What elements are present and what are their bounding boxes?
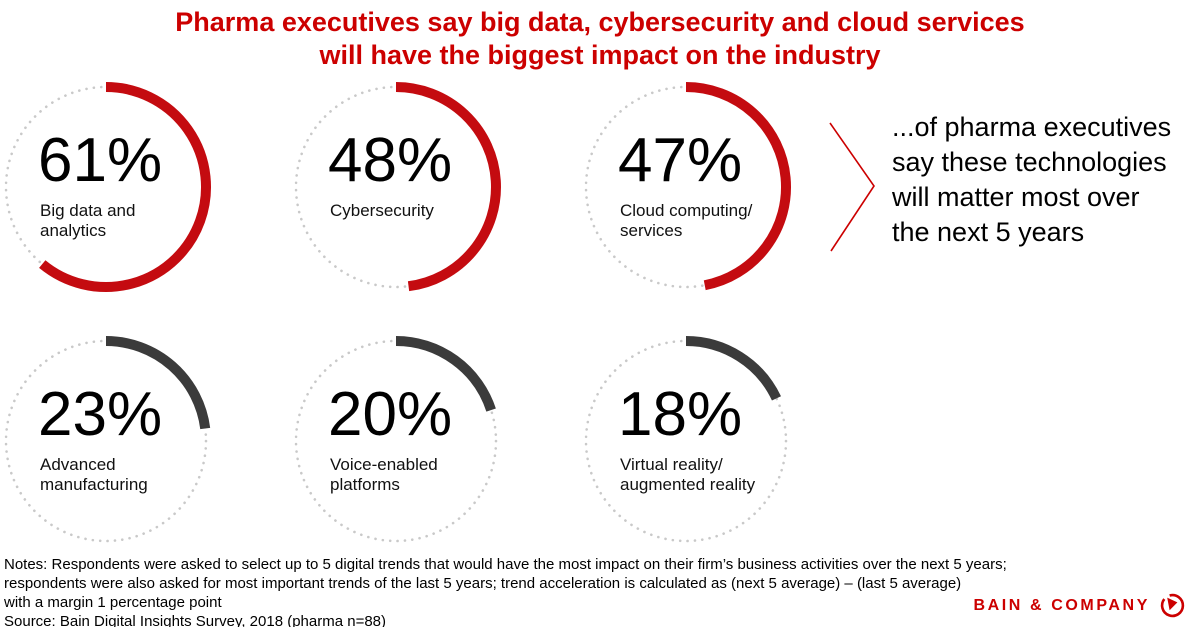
donut-value: 23% xyxy=(38,380,163,449)
donut-ring xyxy=(294,336,498,543)
notes-line: respondents were also asked for most imp… xyxy=(4,575,962,592)
donut-label-line: platforms xyxy=(330,475,400,494)
donut-label-line: analytics xyxy=(40,221,107,240)
bain-compass-icon xyxy=(1160,593,1185,618)
donut-value: 61% xyxy=(38,126,163,195)
donut-label: Cybersecurity xyxy=(330,201,434,221)
donut-label-line: Advanced xyxy=(40,455,116,474)
progress-arc xyxy=(39,82,211,292)
progress-arc xyxy=(395,336,496,412)
donut-label: Advanced manufacturing xyxy=(40,455,148,495)
donut-value: 20% xyxy=(328,380,453,449)
donut-label: Virtual reality/augmented reality xyxy=(620,455,755,495)
notes-line: with a margin 1 percentage point xyxy=(4,594,222,611)
donut-label-line: Virtual reality/ xyxy=(620,455,723,474)
donut-ring xyxy=(584,82,791,291)
donut-label-line: Cybersecurity xyxy=(330,201,434,220)
annotation-line: ...of pharma executives xyxy=(892,112,1172,142)
donut-label: Voice-enabled platforms xyxy=(330,455,438,495)
progress-arc xyxy=(685,336,782,401)
dotted-circle xyxy=(294,339,498,543)
donut-cybersecurity: 48% Cybersecurity xyxy=(286,77,506,297)
page-title: Pharma executives say big data, cybersec… xyxy=(0,6,1200,72)
chevron-right-icon xyxy=(829,122,875,252)
donut-big-data-and-analytics: 61% Big data and analytics xyxy=(0,77,216,297)
dotted-circle xyxy=(4,339,208,543)
donut-label-line: manufacturing xyxy=(40,475,148,494)
footnotes: Notes: Respondents were asked to select … xyxy=(4,555,1007,627)
annotation-line: will matter most over xyxy=(892,182,1140,212)
donut-virtual-reality-augmented-reality: 18% Virtual reality/augmented reality xyxy=(576,331,796,551)
progress-arc xyxy=(685,82,791,291)
source-line: Source: Bain Digital Insights Survey, 20… xyxy=(4,613,387,627)
donut-ring xyxy=(4,82,211,292)
annotation-text: ...of pharma executives say these techno… xyxy=(892,110,1171,250)
progress-arc xyxy=(395,82,501,292)
donut-ring xyxy=(584,336,788,543)
progress-arc xyxy=(105,336,211,430)
donut-label-line: services xyxy=(620,221,683,240)
donut-voice-enabled-platforms: 20% Voice-enabled platforms xyxy=(286,331,506,551)
title-line-1: Pharma executives say big data, cybersec… xyxy=(175,7,1025,37)
donut-value: 18% xyxy=(618,380,743,449)
donut-cloud-computing-services: 47% Cloud computing/services xyxy=(576,77,796,297)
donut-label: Big data and analytics xyxy=(40,201,135,241)
title-line-2: will have the biggest impact on the indu… xyxy=(319,40,881,70)
dotted-circle xyxy=(584,339,788,543)
donut-ring xyxy=(294,82,501,292)
donut-label-line: augmented reality xyxy=(620,475,756,494)
annotation-line: the next 5 years xyxy=(892,217,1085,247)
notes-line: Notes: Respondents were asked to select … xyxy=(4,556,1007,573)
donut-label-line: Cloud computing/ xyxy=(620,201,753,220)
donut-ring xyxy=(4,336,211,543)
donut-value: 47% xyxy=(618,126,743,195)
donut-label-line: Big data and xyxy=(40,201,136,220)
donut-label-line: Voice-enabled xyxy=(330,455,438,474)
donut-label: Cloud computing/services xyxy=(620,201,752,241)
bain-company-logo: BAIN & COMPANY xyxy=(973,592,1186,619)
donut-value: 48% xyxy=(328,126,453,195)
logo-wordmark: BAIN & COMPANY xyxy=(973,597,1150,614)
donut-advanced-manufacturing: 23% Advanced manufacturing xyxy=(0,331,216,551)
annotation-line: say these technologies xyxy=(892,147,1167,177)
